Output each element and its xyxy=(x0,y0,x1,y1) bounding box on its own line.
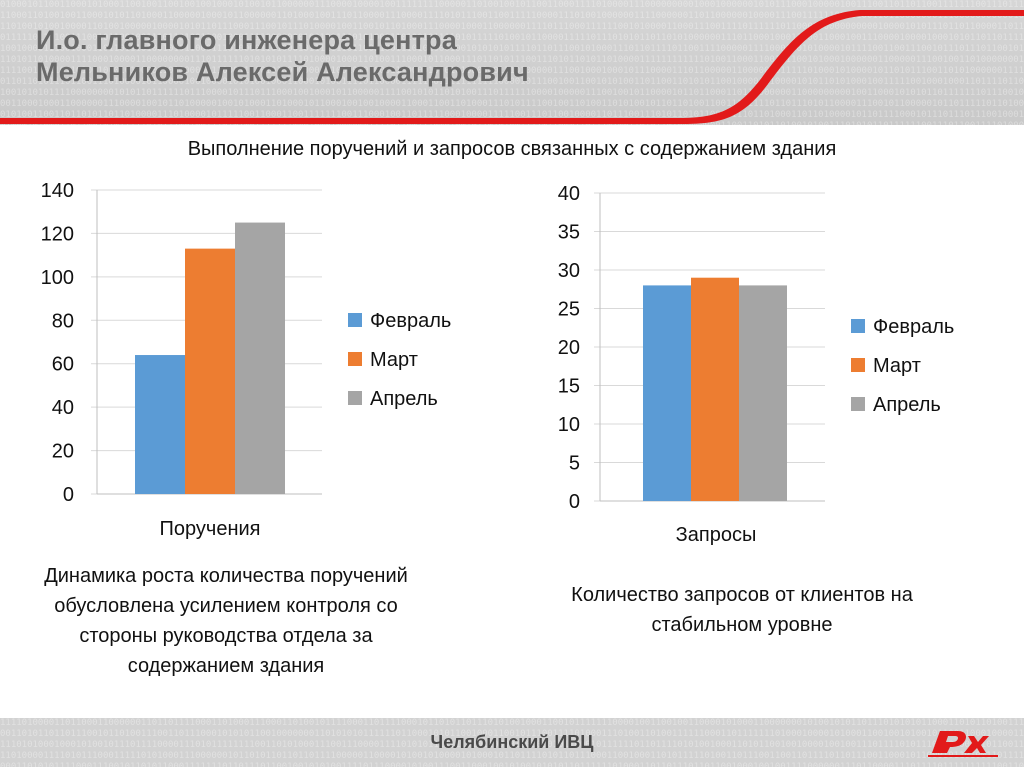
bar-Поручения-Февраль xyxy=(135,355,185,494)
rzd-logo-icon xyxy=(928,731,998,757)
binary-pattern-decoration: 0100010110011000101000110010011001001001… xyxy=(0,0,1024,125)
y-tick-label: 0 xyxy=(569,491,580,513)
y-tick-label: 40 xyxy=(558,183,580,205)
y-tick-label: 40 xyxy=(52,397,74,419)
binary-pattern-decoration: 1111010000110110001100000011011011110001… xyxy=(0,718,1024,767)
header-title-line-2: Мельников Алексей Александрович xyxy=(36,57,529,87)
y-tick-label: 5 xyxy=(569,453,580,475)
page-header-title: И.о. главного инженера центра Мельников … xyxy=(36,24,529,88)
y-tick-label: 120 xyxy=(41,223,74,245)
y-tick-label: 10 xyxy=(558,414,580,436)
y-tick-label: 100 xyxy=(41,267,74,289)
y-tick-label: 30 xyxy=(558,260,580,282)
bar-Запросы-Март xyxy=(691,277,739,501)
bar-Поручения-Апрель xyxy=(235,222,285,495)
bar-Запросы-Апрель xyxy=(739,285,787,501)
legend-label: Апрель xyxy=(873,394,941,416)
legend-swatch-Февраль xyxy=(851,319,865,333)
legend-label: Февраль xyxy=(873,316,954,338)
bar-Поручения-Март xyxy=(185,248,235,494)
legend-swatch-Март xyxy=(851,358,865,372)
y-tick-label: 60 xyxy=(52,354,74,376)
header-title-line-1: И.о. главного инженера центра xyxy=(36,25,457,55)
x-category-label: Запросы xyxy=(676,524,757,546)
x-category-label: Поручения xyxy=(160,518,261,540)
legend-label: Март xyxy=(873,355,921,377)
footer-band: 1111010000110110001100000011011011110001… xyxy=(0,718,1024,767)
y-tick-label: 140 xyxy=(41,180,74,202)
y-tick-label: 15 xyxy=(558,376,580,398)
caption-right: Количество запросов от клиентов на стаби… xyxy=(571,584,913,636)
y-tick-label: 20 xyxy=(558,337,580,359)
y-tick-label: 20 xyxy=(52,441,74,463)
header-band: 0100010110011000101000110010011001001001… xyxy=(0,0,1024,125)
legend-swatch-Февраль xyxy=(348,313,362,327)
footer-org-name: Челябинский ИВЦ xyxy=(430,732,594,752)
bar-Запросы-Февраль xyxy=(643,285,691,501)
bar-charts: 020406080100120140ФевральМартАпрельПоруч… xyxy=(41,180,955,546)
legend-label: Февраль xyxy=(370,310,451,332)
y-tick-label: 0 xyxy=(63,484,74,506)
y-tick-label: 35 xyxy=(558,222,580,244)
slide-title: Выполнение поручений и запросов связанны… xyxy=(187,138,837,160)
legend-label: Март xyxy=(370,349,418,371)
y-tick-label: 25 xyxy=(558,299,580,321)
y-tick-label: 80 xyxy=(52,310,74,332)
legend-swatch-Апрель xyxy=(851,397,865,411)
legend-swatch-Апрель xyxy=(348,391,362,405)
legend-label: Апрель xyxy=(370,388,438,410)
legend-swatch-Март xyxy=(348,352,362,366)
caption-left: Динамика роста количества поручений обус… xyxy=(44,565,408,677)
